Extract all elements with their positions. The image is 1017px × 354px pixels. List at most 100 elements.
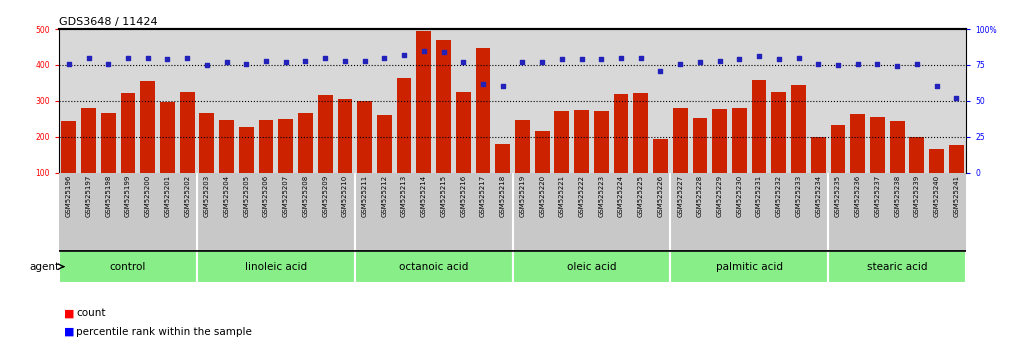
Point	[613, 55, 630, 61]
Text: ■: ■	[64, 308, 74, 318]
Text: GSM525221: GSM525221	[559, 175, 564, 217]
Text: GSM525232: GSM525232	[776, 175, 782, 217]
Point	[889, 64, 905, 69]
Bar	[416, 31, 431, 209]
Point	[712, 58, 728, 63]
Bar	[298, 113, 313, 209]
Bar	[930, 149, 944, 209]
Point	[494, 84, 511, 89]
Text: GSM525197: GSM525197	[85, 175, 92, 217]
Text: GSM525231: GSM525231	[756, 175, 762, 217]
Text: GSM525229: GSM525229	[717, 175, 723, 217]
Text: GSM525222: GSM525222	[579, 175, 585, 217]
Bar	[535, 131, 549, 209]
Text: GSM525212: GSM525212	[381, 175, 387, 217]
Point	[337, 58, 353, 63]
Point	[731, 56, 747, 62]
Bar	[160, 102, 175, 209]
Bar	[613, 95, 629, 209]
Bar	[318, 96, 333, 209]
Point	[534, 59, 550, 65]
Bar	[712, 109, 727, 209]
Bar	[357, 101, 372, 209]
Bar	[101, 113, 116, 209]
Text: palmitic acid: palmitic acid	[716, 262, 783, 272]
Point	[652, 68, 668, 74]
Point	[396, 52, 412, 58]
Text: GSM525216: GSM525216	[461, 175, 466, 217]
Text: GSM525210: GSM525210	[342, 175, 348, 217]
Text: GSM525235: GSM525235	[835, 175, 841, 217]
Text: GSM525209: GSM525209	[322, 175, 328, 217]
Point	[100, 61, 116, 66]
Bar	[732, 108, 746, 209]
Text: GSM525230: GSM525230	[736, 175, 742, 217]
Text: ■: ■	[64, 327, 74, 337]
Point	[692, 59, 708, 65]
Point	[435, 49, 452, 55]
Point	[278, 59, 294, 65]
Text: GSM525233: GSM525233	[795, 175, 801, 217]
Point	[160, 56, 176, 62]
Bar	[554, 111, 570, 209]
Text: GSM525239: GSM525239	[914, 175, 919, 217]
Bar	[81, 108, 96, 209]
Bar	[436, 40, 451, 209]
Text: GSM525202: GSM525202	[184, 175, 190, 217]
Text: GDS3648 / 11424: GDS3648 / 11424	[59, 17, 158, 27]
Text: GSM525226: GSM525226	[657, 175, 663, 217]
Bar	[870, 117, 885, 209]
Text: GSM525228: GSM525228	[697, 175, 703, 217]
Point	[593, 56, 609, 62]
Bar	[850, 114, 865, 209]
Bar	[811, 137, 826, 209]
Text: GSM525223: GSM525223	[598, 175, 604, 217]
Bar	[575, 110, 589, 209]
Text: percentile rank within the sample: percentile rank within the sample	[76, 327, 252, 337]
Text: GSM525211: GSM525211	[362, 175, 368, 217]
Bar	[279, 119, 293, 209]
Point	[870, 61, 886, 66]
Text: GSM525200: GSM525200	[144, 175, 151, 217]
Point	[574, 56, 590, 62]
Point	[553, 56, 570, 62]
Bar	[258, 120, 274, 209]
Bar	[890, 121, 904, 209]
Point	[948, 95, 964, 101]
Bar	[397, 78, 412, 209]
Bar	[828, 250, 966, 283]
Point	[672, 61, 689, 66]
Bar	[791, 85, 805, 209]
Point	[317, 55, 334, 61]
Text: GSM525206: GSM525206	[263, 175, 270, 217]
Point	[357, 58, 373, 63]
Bar	[634, 93, 648, 209]
Point	[830, 62, 846, 68]
Bar	[515, 120, 530, 209]
Bar	[377, 115, 392, 209]
Point	[238, 61, 254, 66]
Text: GSM525224: GSM525224	[618, 175, 624, 217]
Point	[790, 55, 806, 61]
Text: linoleic acid: linoleic acid	[245, 262, 307, 272]
Text: GSM525199: GSM525199	[125, 175, 131, 217]
Bar	[121, 93, 135, 209]
Bar	[197, 250, 355, 283]
Text: control: control	[110, 262, 146, 272]
Text: GSM525214: GSM525214	[421, 175, 427, 217]
Text: GSM525215: GSM525215	[440, 175, 446, 217]
Point	[771, 56, 787, 62]
Bar	[831, 125, 845, 209]
Text: GSM525220: GSM525220	[539, 175, 545, 217]
Point	[179, 55, 195, 61]
Point	[633, 55, 649, 61]
Point	[258, 58, 275, 63]
Text: count: count	[76, 308, 106, 318]
Text: octanoic acid: octanoic acid	[399, 262, 469, 272]
Point	[475, 81, 491, 86]
Bar	[495, 144, 511, 209]
Text: GSM525201: GSM525201	[165, 175, 171, 217]
Text: GSM525205: GSM525205	[243, 175, 249, 217]
Bar	[456, 92, 471, 209]
Bar	[59, 250, 197, 283]
